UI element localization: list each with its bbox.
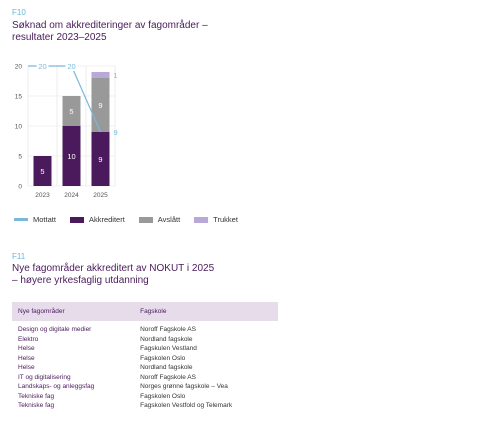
y-tick-label: 10	[15, 124, 23, 131]
table-row: IT og digitalisering Noroff Fagskole AS	[12, 373, 278, 383]
bar-avslatt	[62, 96, 81, 126]
cell-school: Fagskolen Oslo	[140, 392, 186, 400]
legend-swatch-avslatt	[138, 216, 153, 223]
cell-school: Fagskolen Vestfold og Telemark	[140, 402, 233, 409]
y-tick-label: 20	[15, 64, 23, 71]
legend-label-avslatt: Avslått	[157, 215, 181, 224]
line-data-label: 20	[38, 62, 46, 71]
x-tick-label: 2025	[93, 192, 108, 199]
legend-swatch-akkreditert	[69, 216, 84, 223]
cell-school: Noroff Fagskole AS	[140, 326, 196, 333]
table-title-line1: Nye fagområder akkreditert av NOKUT i 20…	[12, 263, 215, 274]
cell-school: Norges grønne fagskole – Vea	[140, 383, 228, 390]
cell-area: Helse	[18, 354, 35, 362]
table-row: Helse Fagskolen Oslo	[12, 354, 278, 364]
cell-school: Fagskulen Vestland	[140, 345, 197, 352]
y-tick-label: 0	[18, 184, 22, 191]
bar-data-label: 9	[98, 101, 102, 110]
figure-code-f10: F10	[12, 8, 26, 17]
table-row: Tekniske fag Fagskolen Vestfold og Telema…	[12, 401, 278, 411]
chart-title-line2: resultater 2023–2025	[12, 32, 107, 43]
y-tick-label: 5	[18, 154, 22, 161]
line-data-label: 20	[67, 62, 75, 71]
bar-data-label: 10	[67, 152, 75, 161]
x-tick-label: 2024	[64, 192, 79, 199]
cell-area: Elektro	[18, 335, 39, 343]
y-tick-label: 15	[15, 94, 23, 101]
legend-label-akkreditert: Akkreditert	[88, 215, 125, 224]
bar-akkreditert	[62, 126, 81, 186]
table-header-row: Nye fagområder Fagskole	[12, 302, 278, 321]
line-label-bg	[65, 62, 78, 71]
cell-area: Landskaps- og anleggsfag	[18, 383, 95, 390]
cell-school: Fagskolen Oslo	[140, 354, 186, 362]
table-title-line2: – høyere yrkesfaglig utdanning	[12, 275, 149, 286]
cell-area: Helse	[18, 364, 35, 371]
legend-swatch-trukket	[194, 216, 209, 223]
bar-akkreditert	[33, 156, 52, 186]
table-title: Nye fagområder akkreditert av NOKUT i 20…	[12, 263, 214, 287]
stacked-bar-chart: 0 5 10 15 20 5 2023 10 5 2024 9 9 1 2025 20 20 9	[15, 62, 118, 199]
fagomrader-table: Nye fagområder Fagskole Design og digita…	[12, 302, 278, 411]
table-row: Tekniske fag Fagskolen Oslo	[12, 392, 278, 402]
x-tick-label: 2023	[35, 192, 50, 199]
figure-code-f11: F11	[12, 252, 26, 261]
header-fagskole: Fagskole	[134, 302, 278, 321]
cell-area: Tekniske fag	[18, 392, 55, 400]
legend-item-mottatt: Mottatt	[14, 215, 56, 224]
cell-school: Noroff Fagskole AS	[140, 373, 196, 381]
bar-data-label: 9	[98, 155, 102, 164]
bar-data-label: 5	[40, 167, 44, 176]
header-nye-fagomrader: Nye fagområder	[12, 302, 135, 321]
bar-akkreditert	[91, 132, 110, 186]
cell-school: Nordland fagskole	[140, 335, 193, 343]
cell-area: Tekniske fag	[18, 402, 55, 409]
chart-title: Søknad om akkrediteringer av fagområder …	[12, 20, 208, 44]
legend-item-avslatt: Avslått	[138, 215, 181, 224]
legend-swatch-mottatt	[14, 218, 28, 221]
legend-item-akkreditert: Akkreditert	[69, 215, 125, 224]
bar-trukket	[91, 72, 110, 78]
bar-avslatt	[91, 78, 110, 132]
legend-label-mottatt: Mottatt	[33, 215, 56, 224]
bar-data-label: 5	[69, 107, 73, 116]
chart-legend: Mottatt Akkreditert Avslått Trukket	[14, 215, 252, 224]
legend-label-trukket: Trukket	[213, 215, 238, 224]
table-row: Elektro Nordland fagskole	[12, 335, 278, 345]
bar-data-label: 1	[114, 73, 118, 80]
table-row: Landskaps- og anleggsfag Norges grønne fa…	[12, 382, 278, 392]
line-data-label: 9	[114, 128, 118, 137]
cell-area: Helse	[18, 345, 35, 352]
cell-area: Design og digitale medier	[18, 326, 92, 333]
cell-area: IT og digitalisering	[18, 373, 71, 381]
table-row: Design og digitale medier Noroff Fagskole…	[12, 325, 278, 335]
chart-title-line1: Søknad om akkrediteringer av fagområder …	[12, 20, 208, 31]
line-label-bg	[36, 62, 49, 71]
cell-school: Nordland fagskole	[140, 364, 193, 371]
table-row: Helse Nordland fagskole	[12, 363, 278, 373]
legend-item-trukket: Trukket	[194, 215, 238, 224]
table-row: Helse Fagskulen Vestland	[12, 344, 278, 354]
